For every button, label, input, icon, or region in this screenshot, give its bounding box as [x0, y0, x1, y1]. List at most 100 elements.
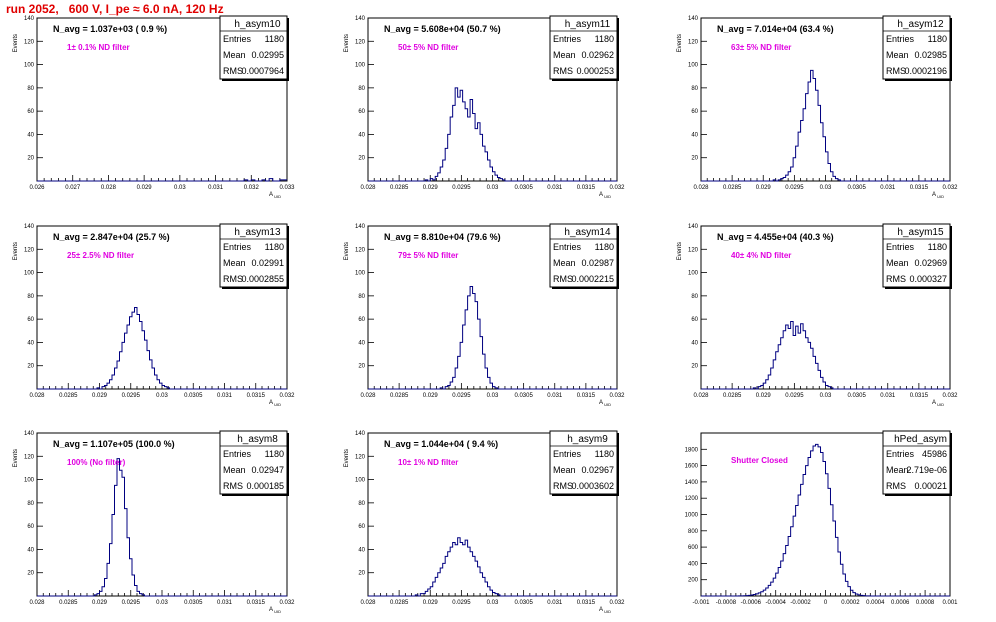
stat-label: Mean: [223, 258, 246, 268]
x-axis-title: A UID: [932, 192, 944, 199]
y-tick-label: 140: [24, 224, 35, 230]
stat-value: 1180: [595, 242, 614, 252]
y-tick-label: 40: [691, 132, 698, 138]
x-tick-label: 0.032: [609, 185, 625, 191]
x-tick-label: 0.0305: [847, 185, 866, 191]
stat-label: Entries: [223, 34, 252, 44]
stats-shadow: [950, 433, 952, 496]
y-tick-label: 40: [27, 547, 34, 553]
x-tick-label: 0.031: [547, 600, 563, 606]
x-tick-label: 0.0305: [184, 600, 203, 606]
y-tick-label: 100: [24, 271, 35, 277]
y-tick-label: 20: [358, 156, 365, 162]
stat-value: 1180: [595, 449, 614, 459]
y-tick-label: 200: [688, 578, 699, 584]
y-tick-label: 40: [27, 132, 34, 138]
y-tick-label: 120: [355, 247, 366, 253]
x-tick-label: 0.03: [487, 600, 499, 606]
x-tick-label: 0.0315: [247, 393, 266, 399]
stat-label: RMS: [553, 66, 573, 76]
histogram-name: h_asym13: [234, 227, 281, 238]
histogram-panel-h_asym12: 0.028 0.0285 0.029 0.0295 0.03 0.0305 0.031 0.0…: [677, 15, 958, 199]
histogram-line: [701, 320, 950, 390]
stat-label: RMS: [223, 66, 243, 76]
y-tick-label: 120: [688, 39, 699, 45]
stat-value: 0.02985: [914, 50, 947, 60]
stat-label: Entries: [223, 449, 252, 459]
filter-label: Shutter Closed: [731, 456, 788, 465]
filter-label: 79± 5% ND filter: [398, 251, 458, 260]
y-tick-label: 600: [688, 545, 699, 551]
stat-value: 1180: [595, 34, 614, 44]
x-tick-label: 0.0295: [785, 393, 804, 399]
stat-label: Mean: [886, 465, 909, 475]
y-tick-label: 100: [355, 63, 366, 69]
x-tick-label: 0.032: [244, 185, 260, 191]
stat-label: RMS: [553, 481, 573, 491]
x-tick-label: 0.03: [487, 185, 499, 191]
x-tick-label: 0.031: [217, 393, 233, 399]
y-tick-label: 140: [355, 16, 366, 22]
x-tick-label: 0.03: [156, 393, 168, 399]
stat-label: Mean: [553, 258, 576, 268]
stat-value: 0.02969: [914, 258, 947, 268]
stats-box: [882, 430, 951, 495]
stats-shadow: [552, 79, 619, 81]
stats-shadow: [885, 494, 952, 496]
stat-value: 1180: [265, 449, 284, 459]
stats-shadow: [950, 226, 952, 289]
stat-label: Entries: [553, 242, 582, 252]
x-tick-label: 0.029: [756, 393, 772, 399]
x-tick-label: 0.0295: [452, 393, 471, 399]
x-tick-label: 0.001: [942, 600, 958, 606]
y-tick-label: 1800: [685, 447, 699, 453]
histogram-name: hPed_asym: [894, 434, 947, 445]
x-tick-label: 0.0305: [514, 600, 533, 606]
x-tick-label: 0.0285: [723, 393, 742, 399]
y-tick-label: 80: [27, 501, 34, 507]
x-tick-label: 0.028: [101, 185, 117, 191]
y-tick-label: 120: [355, 454, 366, 460]
stat-value: 0.0002855: [241, 274, 284, 284]
y-axis-title: Events: [344, 34, 350, 52]
navg-label: N_avg = 5.608e+04 (50.7 %): [384, 24, 501, 34]
x-tick-label: 0.03: [174, 185, 186, 191]
x-tick-label: 0.032: [279, 600, 295, 606]
navg-label: N_avg = 1.107e+05 (100.0 %): [53, 439, 175, 449]
x-tick-label: 0.0285: [390, 600, 409, 606]
y-tick-label: 120: [355, 39, 366, 45]
histogram-name: h_asym9: [567, 434, 608, 445]
y-tick-label: 1200: [685, 496, 699, 502]
stats-shadow: [617, 18, 619, 81]
stat-label: Mean: [223, 465, 246, 475]
y-tick-label: 100: [355, 478, 366, 484]
stat-value: 1180: [265, 242, 284, 252]
x-tick-label: 0.031: [547, 393, 563, 399]
stat-label: RMS: [886, 481, 906, 491]
stat-value: 0.02947: [251, 465, 284, 475]
histogram-name: h_asym12: [897, 19, 944, 30]
navg-label: N_avg = 2.847e+04 (25.7 %): [53, 232, 170, 242]
y-tick-label: 20: [27, 156, 34, 162]
filter-label: 25± 2.5% ND filter: [67, 251, 134, 260]
navg-label: N_avg = 1.044e+04 ( 9.4 %): [384, 439, 498, 449]
x-axis-title: A UID: [599, 607, 611, 614]
stat-label: Entries: [886, 449, 915, 459]
x-tick-label: 0.0002: [841, 600, 860, 606]
histogram-name: h_asym11: [565, 19, 611, 30]
x-tick-label: 0.032: [942, 393, 958, 399]
stats-shadow: [287, 18, 289, 81]
y-axis-title: Events: [344, 449, 350, 467]
stats-shadow: [222, 79, 289, 81]
x-tick-label: 0.0004: [866, 600, 885, 606]
y-axis-title: Events: [13, 242, 19, 260]
x-tick-label: -0.0002: [790, 600, 811, 606]
x-tick-label: 0.029: [423, 600, 439, 606]
y-tick-label: 140: [24, 431, 35, 437]
y-tick-label: 140: [355, 224, 366, 230]
stat-label: Mean: [223, 50, 246, 60]
y-tick-label: 120: [24, 247, 35, 253]
stats-shadow: [885, 79, 952, 81]
x-tick-label: 0.028: [693, 393, 709, 399]
stat-value: 1180: [265, 34, 284, 44]
